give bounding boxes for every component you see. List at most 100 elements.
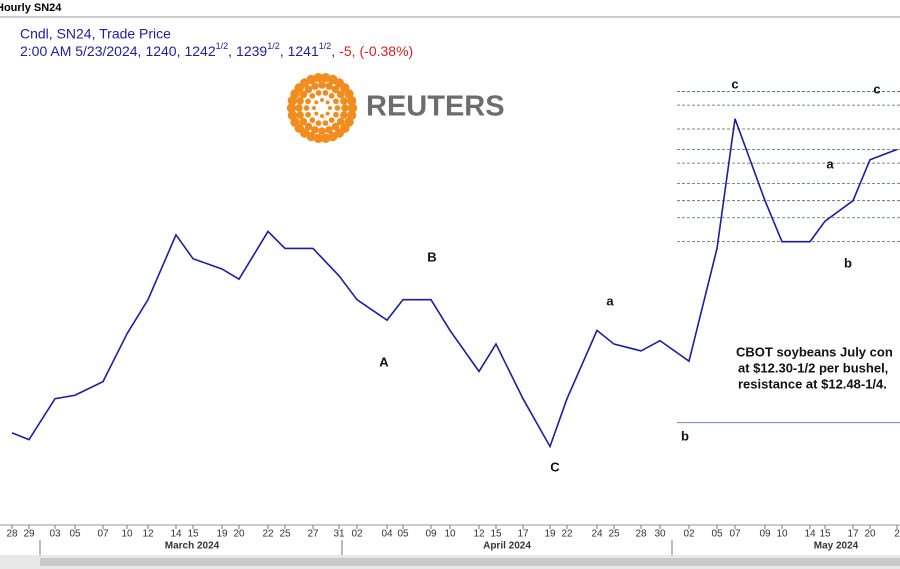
x-tick-label: 03 <box>49 529 61 540</box>
quote-value: 1241 <box>288 43 319 59</box>
x-tick-label: 09 <box>759 529 771 540</box>
x-tick-label: 29 <box>23 529 35 540</box>
x-tick-label: 19 <box>544 529 556 540</box>
logo-dot <box>299 90 308 99</box>
logo-dot <box>305 111 311 118</box>
x-tick-label: 05 <box>69 529 81 540</box>
logo-dot <box>331 85 340 94</box>
wave-label: a <box>826 156 834 171</box>
quote-change: -5 <box>339 43 352 59</box>
note: CBOT soybeans July con <box>736 344 893 359</box>
note: resistance at $12.48-1/4. <box>738 376 887 391</box>
logo-dot <box>309 92 316 99</box>
logo-dot <box>331 122 340 131</box>
logo-dot <box>314 100 319 105</box>
wave-label: b <box>681 428 689 443</box>
logo-dot <box>315 89 322 96</box>
logo-dot <box>320 73 331 83</box>
logo-dot <box>311 82 319 90</box>
x-tick-label: 12 <box>142 529 154 540</box>
x-tick-label: 15 <box>490 529 502 540</box>
x-tick-label: 22 <box>561 529 573 540</box>
logo-dot <box>322 120 329 127</box>
logo-dot <box>296 111 304 119</box>
wave-label: C <box>550 459 560 474</box>
x-tick-label: 20 <box>233 529 245 540</box>
logo-dot <box>322 89 329 96</box>
x-tick-label: 07 <box>97 529 109 540</box>
logo-dot <box>325 126 333 134</box>
logo-dot <box>286 103 297 113</box>
logo-dot <box>328 117 335 124</box>
x-tick-label: 20 <box>864 529 876 540</box>
logo-dot <box>320 114 324 118</box>
logo-dot <box>296 97 304 105</box>
logo-dot <box>328 106 332 110</box>
logo-dot <box>295 104 303 112</box>
x-tick-label: 2 <box>894 529 900 540</box>
x-tick-label: 25 <box>279 529 291 540</box>
logo-dot <box>333 98 339 105</box>
x-tick-label: 15 <box>819 529 831 540</box>
logo-dot <box>320 133 331 143</box>
quote-value: 1239 <box>236 43 267 59</box>
month-label: April 2024 <box>483 541 531 552</box>
x-tick-label: 05 <box>711 529 723 540</box>
month-label: May 2024 <box>814 541 859 552</box>
logo-dot <box>347 103 358 113</box>
x-tick-label: 27 <box>307 529 319 540</box>
quote-fraction: 1/2 <box>267 41 280 51</box>
x-tick-label: 28 <box>635 529 647 540</box>
logo-dot <box>336 90 345 99</box>
logo-text: REUTERS <box>366 91 505 123</box>
separator: , <box>228 43 232 59</box>
logo-dot <box>304 122 313 131</box>
note: at $12.30-1/2 per bushel, <box>738 360 888 375</box>
x-tick-label: 12 <box>473 529 485 540</box>
x-tick-label: 04 <box>381 529 393 540</box>
logo-dot <box>315 120 322 127</box>
logo-dot <box>333 111 339 118</box>
wave-label: b <box>844 255 852 270</box>
logo-dot <box>340 97 348 105</box>
x-tick-label: 05 <box>397 529 409 540</box>
x-tick-label: 09 <box>425 529 437 540</box>
logo-dot <box>309 117 316 124</box>
price-line <box>11 118 898 449</box>
logo-dot <box>313 133 324 143</box>
x-tick-label: 19 <box>216 529 228 540</box>
separator: , <box>138 43 142 59</box>
logo-dot <box>303 105 310 111</box>
x-tick-label: 17 <box>517 529 529 540</box>
quote-value: 1240 <box>145 43 176 59</box>
logo-dot <box>320 98 324 102</box>
logo-dot <box>304 85 313 94</box>
logo-dot <box>336 117 345 126</box>
separator: , <box>177 43 181 59</box>
series-info: Cndl, SN24, Trade Price <box>20 26 171 42</box>
logo-dot <box>318 81 326 89</box>
logo-dot <box>299 117 308 126</box>
logo-dot <box>314 111 319 116</box>
logo-dot <box>325 100 330 105</box>
x-tick-label: 10 <box>121 529 133 540</box>
quote-value: 1242 <box>184 43 215 59</box>
scroll-thumb[interactable] <box>40 558 900 566</box>
x-tick-label: 14 <box>170 529 182 540</box>
x-tick-label: 02 <box>351 529 363 540</box>
quote: 2:00 AM 5/23/2024, 1240, 12421/2, 12391/2, 1… <box>20 41 413 58</box>
x-tick-label: 10 <box>776 529 788 540</box>
x-tick-label: 28 <box>6 529 18 540</box>
wave-label: B <box>427 249 436 264</box>
quote-change: (-0.38%) <box>360 43 414 59</box>
logo-dot <box>306 74 316 85</box>
logo-dot <box>325 111 330 116</box>
month-label: March 2024 <box>165 541 220 552</box>
logo-dot <box>325 82 333 90</box>
logo-dot <box>346 96 357 106</box>
x-tick-label: 07 <box>729 529 741 540</box>
x-tick-label: 30 <box>654 529 666 540</box>
logo-dot <box>305 98 311 105</box>
